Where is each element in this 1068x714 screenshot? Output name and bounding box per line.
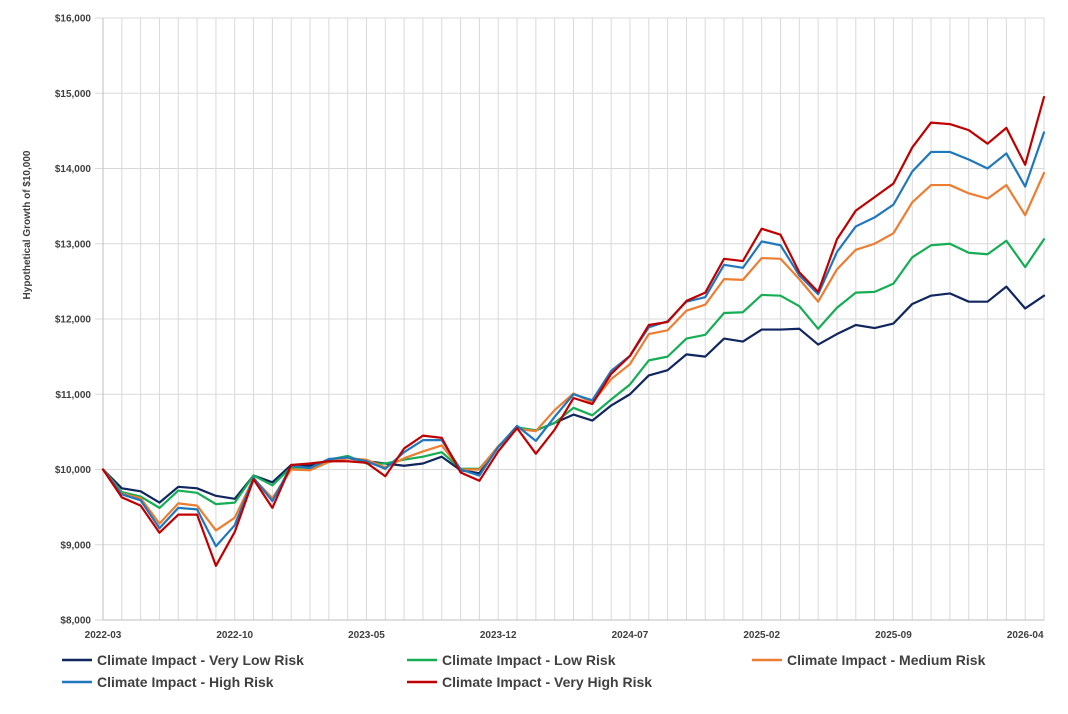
x-tick-label: 2024-07 bbox=[612, 630, 649, 641]
x-tick-label: 2025-09 bbox=[875, 630, 912, 641]
x-tick-label: 2022-10 bbox=[216, 630, 253, 641]
y-tick-label: $10,000 bbox=[55, 465, 92, 476]
legend: Climate Impact - Very Low Risk Climate Im… bbox=[62, 652, 986, 690]
tick-labels: $8,000 $9,000 $10,000 $11,000 $12,000 $13,000… bbox=[55, 14, 1044, 642]
series-lines bbox=[101, 95, 1046, 567]
series-line bbox=[101, 238, 1046, 509]
x-tick-label: 2026-04 bbox=[1007, 630, 1044, 641]
legend-label: Climate Impact - Medium Risk bbox=[787, 652, 986, 668]
y-tick-label: $15,000 bbox=[55, 89, 92, 100]
y-tick-label: $9,000 bbox=[60, 540, 91, 551]
gridlines bbox=[95, 17, 1045, 621]
series-line bbox=[101, 95, 1046, 567]
legend-label: Climate Impact - Very Low Risk bbox=[97, 652, 304, 668]
y-tick-label: $13,000 bbox=[55, 239, 92, 250]
x-tick-label: 2023-05 bbox=[348, 630, 385, 641]
x-tick-label: 2022-03 bbox=[85, 630, 122, 641]
x-tick-label: 2025-02 bbox=[743, 630, 780, 641]
series-line bbox=[101, 131, 1046, 548]
legend-label: Climate Impact - High Risk bbox=[97, 674, 274, 690]
x-tick-label: 2023-12 bbox=[480, 630, 517, 641]
legend-label: Climate Impact - Very High Risk bbox=[442, 674, 652, 690]
axes bbox=[102, 18, 1044, 621]
y-tick-label: $11,000 bbox=[55, 390, 91, 401]
y-tick-label: $14,000 bbox=[55, 164, 92, 175]
legend-label: Climate Impact - Low Risk bbox=[442, 652, 616, 668]
y-tick-label: $8,000 bbox=[60, 616, 91, 627]
y-axis-title: Hypothetical Growth of $10,000 bbox=[22, 150, 33, 299]
y-tick-label: $16,000 bbox=[55, 14, 92, 25]
y-tick-label: $12,000 bbox=[55, 315, 92, 326]
